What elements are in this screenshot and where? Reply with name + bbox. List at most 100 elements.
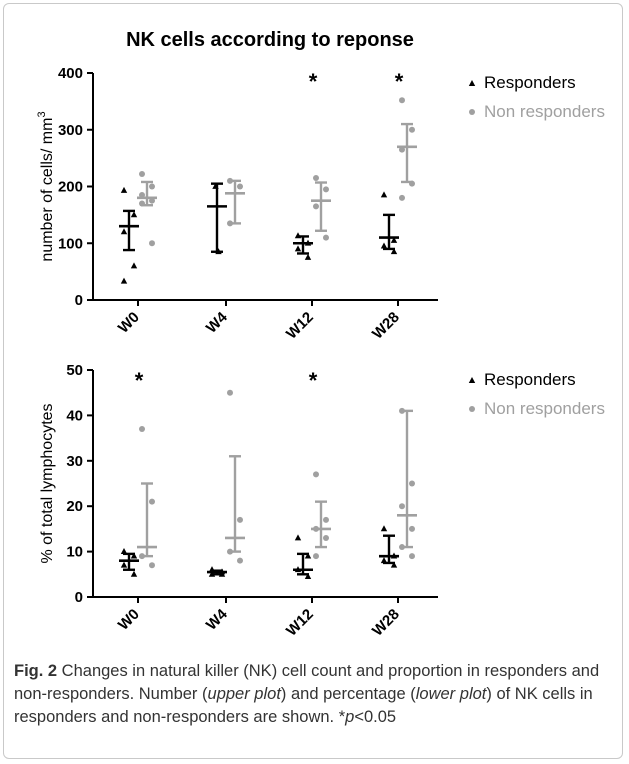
chart1-significance-marker: * <box>395 69 404 94</box>
chart1-y-tick-label: 300 <box>58 122 83 139</box>
chart1-significance-marker: * <box>309 69 318 94</box>
chart2-point-non-responders <box>237 516 243 523</box>
chart2-point-non-responders <box>399 544 405 551</box>
caption-fig-label: Fig. 2 <box>14 662 58 680</box>
chart1-point-responders <box>390 236 398 243</box>
chart2-y-tick-label: 20 <box>66 498 83 515</box>
chart2-point-non-responders <box>237 557 243 564</box>
chart1-point-non-responders <box>409 126 415 133</box>
chart1-point-non-responders <box>139 192 145 199</box>
chart1-point-non-responders <box>313 174 319 181</box>
chart1-point-responders <box>390 248 398 255</box>
chart1-point-non-responders <box>139 200 145 207</box>
chart2-legend-marker-non-responders <box>469 406 475 412</box>
chart2-y-label: % of total lymphocytes <box>39 403 56 563</box>
chart1-point-responders <box>130 262 138 269</box>
chart1-legend-label: Non responders <box>484 102 605 121</box>
chart1-point-non-responders <box>227 177 233 184</box>
chart1-title: NK cells according to reponse <box>126 29 414 51</box>
chart1-point-responders <box>380 191 388 198</box>
chart2-point-non-responders <box>399 503 405 510</box>
chart1-y-tick-label: 100 <box>58 235 83 252</box>
chart2-point-responders <box>380 557 388 564</box>
chart2-significance-marker: * <box>309 368 318 393</box>
chart1-point-responders <box>294 245 302 252</box>
chart2-point-non-responders <box>409 553 415 560</box>
chart2-point-non-responders <box>313 525 319 532</box>
chart2-point-responders <box>380 525 388 532</box>
chart2-point-responders <box>390 552 398 559</box>
chart1-point-responders <box>120 228 128 235</box>
chart2-point-non-responders <box>139 553 145 560</box>
chart1-point-non-responders <box>149 197 155 204</box>
chart1-y-tick-label: 200 <box>58 179 83 196</box>
chart2-y-tick-label: 0 <box>75 589 83 606</box>
chart2-legend-label: Non responders <box>484 399 605 418</box>
chart2-y-tick-label: 50 <box>66 362 83 379</box>
chart1-y-label: number of cells/ mm3 <box>36 111 56 261</box>
chart1-y-tick-label: 400 <box>58 65 83 82</box>
chart1-point-non-responders <box>399 194 405 201</box>
chart2-point-non-responders <box>409 525 415 532</box>
chart1-point-responders <box>304 253 312 260</box>
chart1-legend-marker-non-responders <box>469 109 475 115</box>
chart2-point-responders <box>130 552 138 559</box>
chart2-point-responders <box>304 552 312 559</box>
chart1-point-responders <box>304 239 312 246</box>
chart1-y-label-superscript: 3 <box>36 111 48 117</box>
chart1-point-non-responders <box>323 186 329 193</box>
chart2-point-responders <box>120 548 128 554</box>
chart2-point-non-responders <box>139 426 145 433</box>
chart1-point-responders <box>294 232 302 239</box>
chart2-point-non-responders <box>323 534 329 541</box>
caption-lower-plot: lower plot <box>415 685 487 703</box>
chart1-legend-marker-responders <box>468 80 476 86</box>
chart2-point-non-responders <box>227 548 233 555</box>
chart2-point-non-responders <box>149 498 155 505</box>
chart1-point-non-responders <box>399 97 405 104</box>
chart2-point-non-responders <box>409 480 415 487</box>
chart1-point-non-responders <box>313 203 319 210</box>
chart2-point-non-responders <box>227 389 233 396</box>
chart2-y-tick-label: 30 <box>66 453 83 470</box>
chart1-point-non-responders <box>323 234 329 241</box>
chart1-point-responders <box>120 277 128 284</box>
chart1-point-responders <box>120 186 128 193</box>
caption-text-1: Changes in natural killer (NK) cell coun… <box>14 662 600 703</box>
chart2-point-responders <box>218 570 226 577</box>
chart2-point-responders <box>304 572 312 579</box>
chart1-point-responders <box>212 182 219 189</box>
chart2-point-responders <box>208 570 216 577</box>
chart1-point-non-responders <box>149 183 155 190</box>
figure-caption: Fig. 2 Changes in natural killer (NK) ce… <box>14 660 612 729</box>
chart2-point-non-responders <box>313 553 319 560</box>
caption-text-4: <0.05 <box>354 708 397 726</box>
chart-svg: NK cells according to reponse 0 100 200 300 4… <box>36 29 605 640</box>
chart1-point-non-responders <box>237 183 243 190</box>
chart1-point-responders <box>215 248 222 255</box>
caption-text-3: ) of NK cells in responders and non-resp… <box>14 685 593 726</box>
chart2-significance-marker: * <box>135 368 144 393</box>
chart1-legend-label: Responders <box>484 73 576 92</box>
figure-frame <box>3 3 623 759</box>
caption-p-symbol: p <box>345 708 355 726</box>
chart2-point-non-responders <box>313 471 319 478</box>
chart2-point-non-responders <box>399 407 405 414</box>
chart2-legend-marker-responders <box>468 377 476 383</box>
chart2-legend-label: Responders <box>484 370 576 389</box>
chart2-point-responders <box>390 561 398 568</box>
chart2-y-tick-label: 40 <box>66 407 83 424</box>
chart2-point-responders <box>208 566 216 573</box>
chart1-point-responders <box>380 242 388 249</box>
chart2-point-non-responders <box>149 562 155 569</box>
chart2-point-responders <box>294 534 302 541</box>
chart1-point-non-responders <box>409 180 415 187</box>
chart1-point-non-responders <box>149 240 155 247</box>
chart1-point-responders <box>130 211 138 218</box>
chart1-point-non-responders <box>399 146 405 153</box>
caption-text-2: ) and percentage ( <box>280 685 416 703</box>
chart1-point-non-responders <box>139 171 145 178</box>
chart2-point-responders <box>130 570 138 577</box>
chart2-y-tick-label: 10 <box>66 544 83 561</box>
